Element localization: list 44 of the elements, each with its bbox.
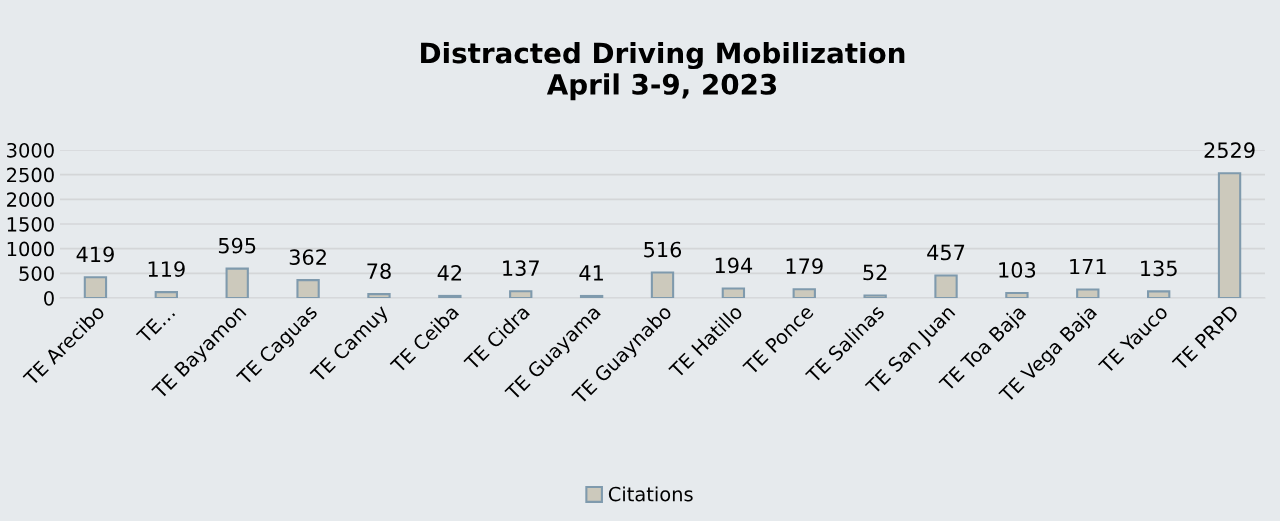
bar: [296, 279, 320, 298]
bar: [721, 287, 746, 298]
bar: [934, 274, 958, 298]
bar: [1147, 290, 1171, 298]
bar: [863, 294, 887, 298]
bar: [579, 294, 604, 298]
data-label: 179: [786, 258, 823, 275]
data-label: 103: [999, 262, 1036, 278]
data-label: 457: [927, 244, 965, 261]
data-label: 516: [644, 241, 682, 258]
data-label: 135: [1141, 260, 1177, 277]
data-label: 41: [579, 265, 603, 281]
bar: [225, 267, 249, 298]
data-label: 52: [863, 264, 887, 281]
y-tick-label: 2500: [7, 167, 54, 183]
y-tick-label: 0: [44, 290, 54, 306]
data-label: 194: [715, 257, 753, 274]
bar: [83, 276, 108, 298]
y-tick-label: 500: [19, 266, 54, 281]
data-label: 2529: [1204, 142, 1255, 159]
data-label: 137: [503, 260, 539, 277]
x-tick-label: TE…: [135, 304, 176, 345]
bar: [438, 294, 462, 298]
data-label: 42: [437, 265, 462, 281]
bar: [509, 290, 533, 298]
data-label: 78: [367, 263, 391, 279]
bar: [1005, 291, 1029, 298]
data-label: 595: [218, 237, 256, 254]
bar: [154, 291, 178, 298]
bar: [367, 293, 391, 298]
chart-title: Distracted Driving Mobilization April 3-9, 2023: [421, 42, 905, 101]
y-tick-label: 1000: [7, 241, 54, 257]
bar: [1217, 172, 1242, 298]
y-tick-label: 1500: [7, 216, 54, 232]
data-label: 171: [1070, 258, 1106, 275]
legend-label: Citations: [608, 486, 693, 502]
bar: [792, 288, 816, 298]
y-tick-label: 2000: [7, 192, 54, 207]
data-label: 362: [289, 249, 326, 265]
data-label: 419: [76, 246, 114, 263]
y-tick-label: 3000: [7, 142, 54, 158]
data-label: 119: [148, 261, 185, 277]
bar: [1076, 288, 1100, 298]
bar: [650, 271, 675, 298]
